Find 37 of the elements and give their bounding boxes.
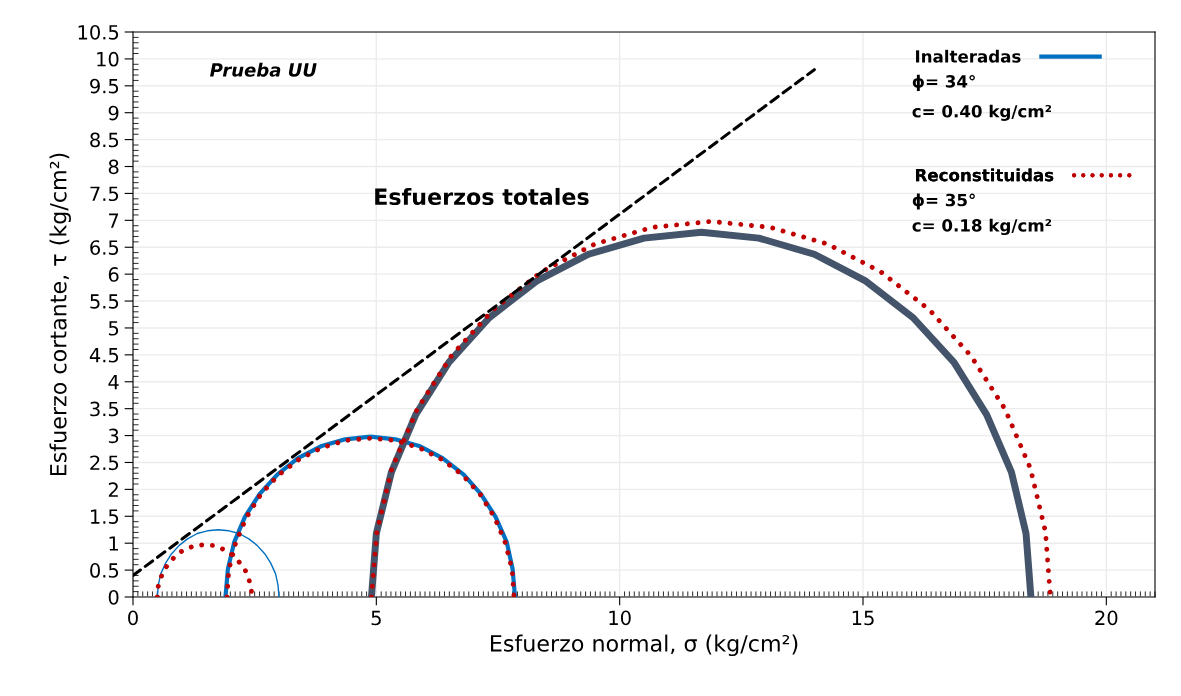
annotation: ϕ= 34° [912, 74, 975, 91]
y-tick-label: 9 [108, 105, 119, 121]
x-tick-label: 15 [852, 610, 874, 626]
y-tick-label: 3 [108, 428, 119, 444]
y-tick-label: 6 [108, 267, 119, 282]
x-tick-label: 20 [1095, 610, 1118, 626]
y-tick-label: 7.5 [90, 186, 119, 202]
y-axis-title: Esfuerzo cortante, τ (kg/cm²) [49, 153, 71, 476]
x-tick-label: 5 [371, 610, 381, 626]
y-tick-label: 4.5 [89, 348, 119, 363]
y-tick-label: 4 [108, 374, 119, 390]
annotation: c= 0.18 kg/cm² [912, 218, 1052, 236]
y-tick-label: 1.5 [91, 509, 119, 524]
y-tick-label: 2 [108, 482, 118, 497]
y-tick-label: 8.5 [90, 132, 119, 148]
annotation: c= 0.40 kg/cm² [912, 104, 1052, 121]
y-tick-label: 7 [109, 213, 119, 228]
annotation: Prueba UU [210, 62, 317, 77]
y-tick-label: 0.5 [90, 563, 119, 578]
y-tick-label: 6.5 [90, 240, 119, 255]
legend-label: Reconstituidas [916, 168, 1054, 182]
y-tick-label: 1 [109, 536, 119, 551]
y-tick-label: 3.5 [90, 401, 119, 417]
y-tick-label: 8 [108, 159, 119, 175]
y-tick-label: 2.5 [90, 455, 119, 471]
annotation: ϕ= 35° [912, 193, 975, 210]
legend-label: Inalteradas [916, 49, 1021, 63]
y-tick-label: 5.5 [90, 294, 119, 309]
x-tick-label: 10 [609, 610, 631, 626]
x-axis-title: Esfuerzo normal, σ (kg/cm²) [491, 634, 798, 657]
y-tick-label: 10 [97, 51, 119, 67]
x-tick-label: 0 [128, 610, 138, 626]
y-tick-label: 9.5 [90, 78, 119, 94]
y-tick-label: 0 [108, 589, 119, 605]
y-tick-label: 5 [108, 321, 119, 336]
y-tick-label: 10.5 [78, 24, 119, 40]
annotation: Esfuerzos totales [375, 187, 589, 206]
